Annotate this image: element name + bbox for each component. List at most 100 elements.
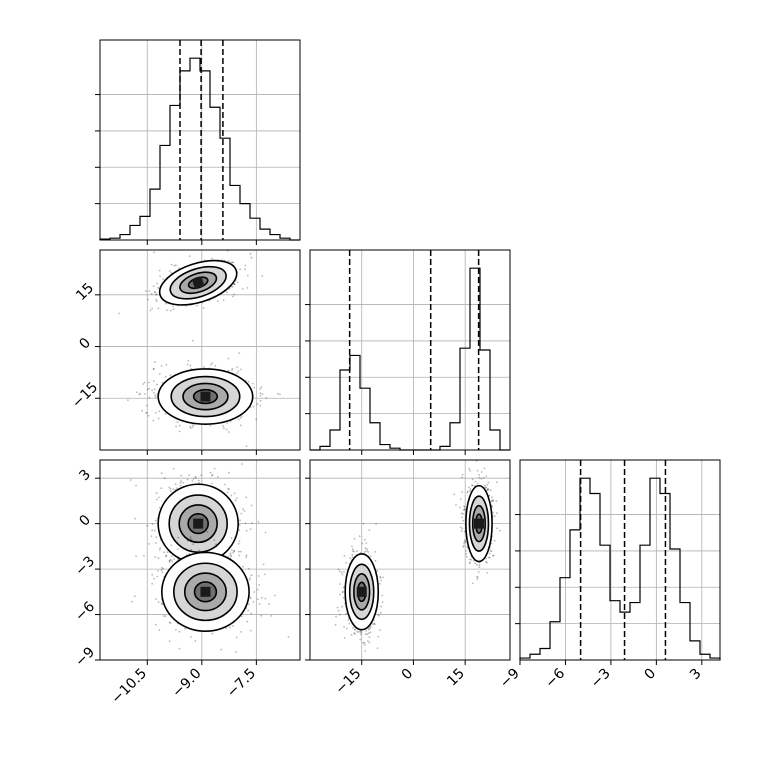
scatter-point — [237, 542, 240, 545]
scatter-point — [353, 632, 356, 635]
scatter-point — [468, 486, 470, 489]
scatter-point — [157, 557, 160, 560]
scatter-point — [467, 490, 469, 493]
scatter-point — [158, 506, 161, 509]
scatter-point — [158, 373, 161, 375]
x-tick-label: −7.5 — [224, 666, 259, 701]
scatter-point — [337, 609, 340, 612]
x-tick-label: −10.5 — [108, 666, 150, 708]
scatter-point — [129, 479, 132, 481]
density-peak — [193, 518, 204, 529]
scatter-point — [380, 579, 383, 582]
scatter-point — [355, 550, 358, 552]
scatter-point — [155, 293, 158, 295]
scatter-panel-2 — [305, 453, 511, 665]
scatter-point — [378, 629, 381, 631]
scatter-point — [365, 630, 368, 632]
scatter-point — [464, 508, 466, 511]
scatter-point — [242, 508, 244, 510]
scatter-point — [492, 554, 495, 557]
scatter-point — [485, 453, 487, 455]
scatter-point — [345, 627, 348, 630]
scatter-point — [274, 594, 276, 597]
scatter-point — [152, 367, 155, 370]
scatter-point — [260, 614, 263, 617]
scatter-point — [153, 577, 156, 580]
scatter-point — [203, 366, 205, 368]
scatter-point — [163, 477, 166, 480]
scatter-point — [247, 567, 250, 570]
scatter-point — [178, 647, 181, 650]
scatter-point — [496, 481, 498, 484]
scatter-point — [239, 268, 242, 271]
scatter-point — [251, 382, 254, 385]
scatter-point — [184, 547, 187, 550]
histogram-series — [310, 267, 510, 451]
scatter-point — [215, 545, 217, 548]
scatter-point — [337, 568, 340, 571]
scatter-point — [231, 295, 234, 298]
density-peak — [200, 586, 211, 597]
scatter-point — [177, 536, 180, 539]
scatter-point — [175, 628, 177, 631]
scatter-point — [257, 521, 260, 523]
scatter-point — [170, 555, 173, 558]
scatter-point — [488, 494, 491, 497]
scatter-point — [374, 623, 376, 626]
scatter-point — [224, 483, 226, 486]
scatter-point — [349, 557, 352, 560]
scatter-point — [158, 549, 161, 551]
x-tick-label: −15 — [332, 666, 364, 698]
scatter-point — [491, 499, 494, 502]
scatter-point — [258, 603, 261, 605]
scatter-point — [232, 261, 234, 264]
y-tick-label: −9 — [72, 644, 98, 670]
scatter-point — [233, 283, 236, 286]
scatter-point — [234, 651, 237, 653]
scatter-point — [356, 630, 359, 633]
scatter-point — [459, 498, 462, 500]
density-layer — [334, 453, 501, 652]
scatter-point — [236, 372, 238, 375]
scatter-point — [211, 474, 213, 477]
scatter-point — [253, 591, 256, 593]
scatter-point — [339, 613, 341, 616]
histogram-panel-2 — [515, 459, 721, 665]
scatter-point — [264, 573, 266, 576]
scatter-point — [145, 290, 147, 292]
scatter-point — [287, 636, 290, 638]
scatter-point — [168, 561, 171, 564]
x-tick-label: 0 — [399, 666, 417, 684]
scatter-point — [227, 260, 230, 262]
panel-frame — [309, 459, 511, 661]
y-tick-label: −6 — [72, 599, 98, 625]
scatter-point — [153, 388, 156, 391]
scatter-point — [256, 588, 259, 591]
y-tick-label: 3 — [76, 467, 94, 485]
scatter-point — [131, 600, 133, 603]
scatter-point — [159, 547, 162, 549]
panel-frame — [99, 459, 301, 661]
scatter-point — [214, 364, 217, 367]
scatter-point — [359, 631, 362, 633]
scatter-point — [487, 488, 490, 490]
scatter-point — [156, 383, 159, 386]
scatter-point — [138, 393, 141, 396]
scatter-point — [335, 615, 337, 618]
scatter-point — [211, 482, 214, 485]
scatter-point — [147, 381, 150, 384]
scatter-point — [486, 489, 488, 492]
scatter-point — [353, 632, 356, 634]
scatter-point — [477, 576, 479, 579]
scatter-point — [155, 298, 158, 301]
scatter-point — [372, 623, 374, 626]
scatter-point — [358, 535, 361, 537]
scatter-point — [380, 605, 382, 608]
scatter-point — [250, 574, 253, 577]
scatter-point — [260, 386, 263, 389]
scatter-point — [235, 636, 238, 639]
scatter-point — [351, 553, 354, 556]
scatter-point — [143, 555, 145, 557]
scatter-panel-0 — [95, 249, 301, 455]
scatter-point — [161, 603, 164, 606]
